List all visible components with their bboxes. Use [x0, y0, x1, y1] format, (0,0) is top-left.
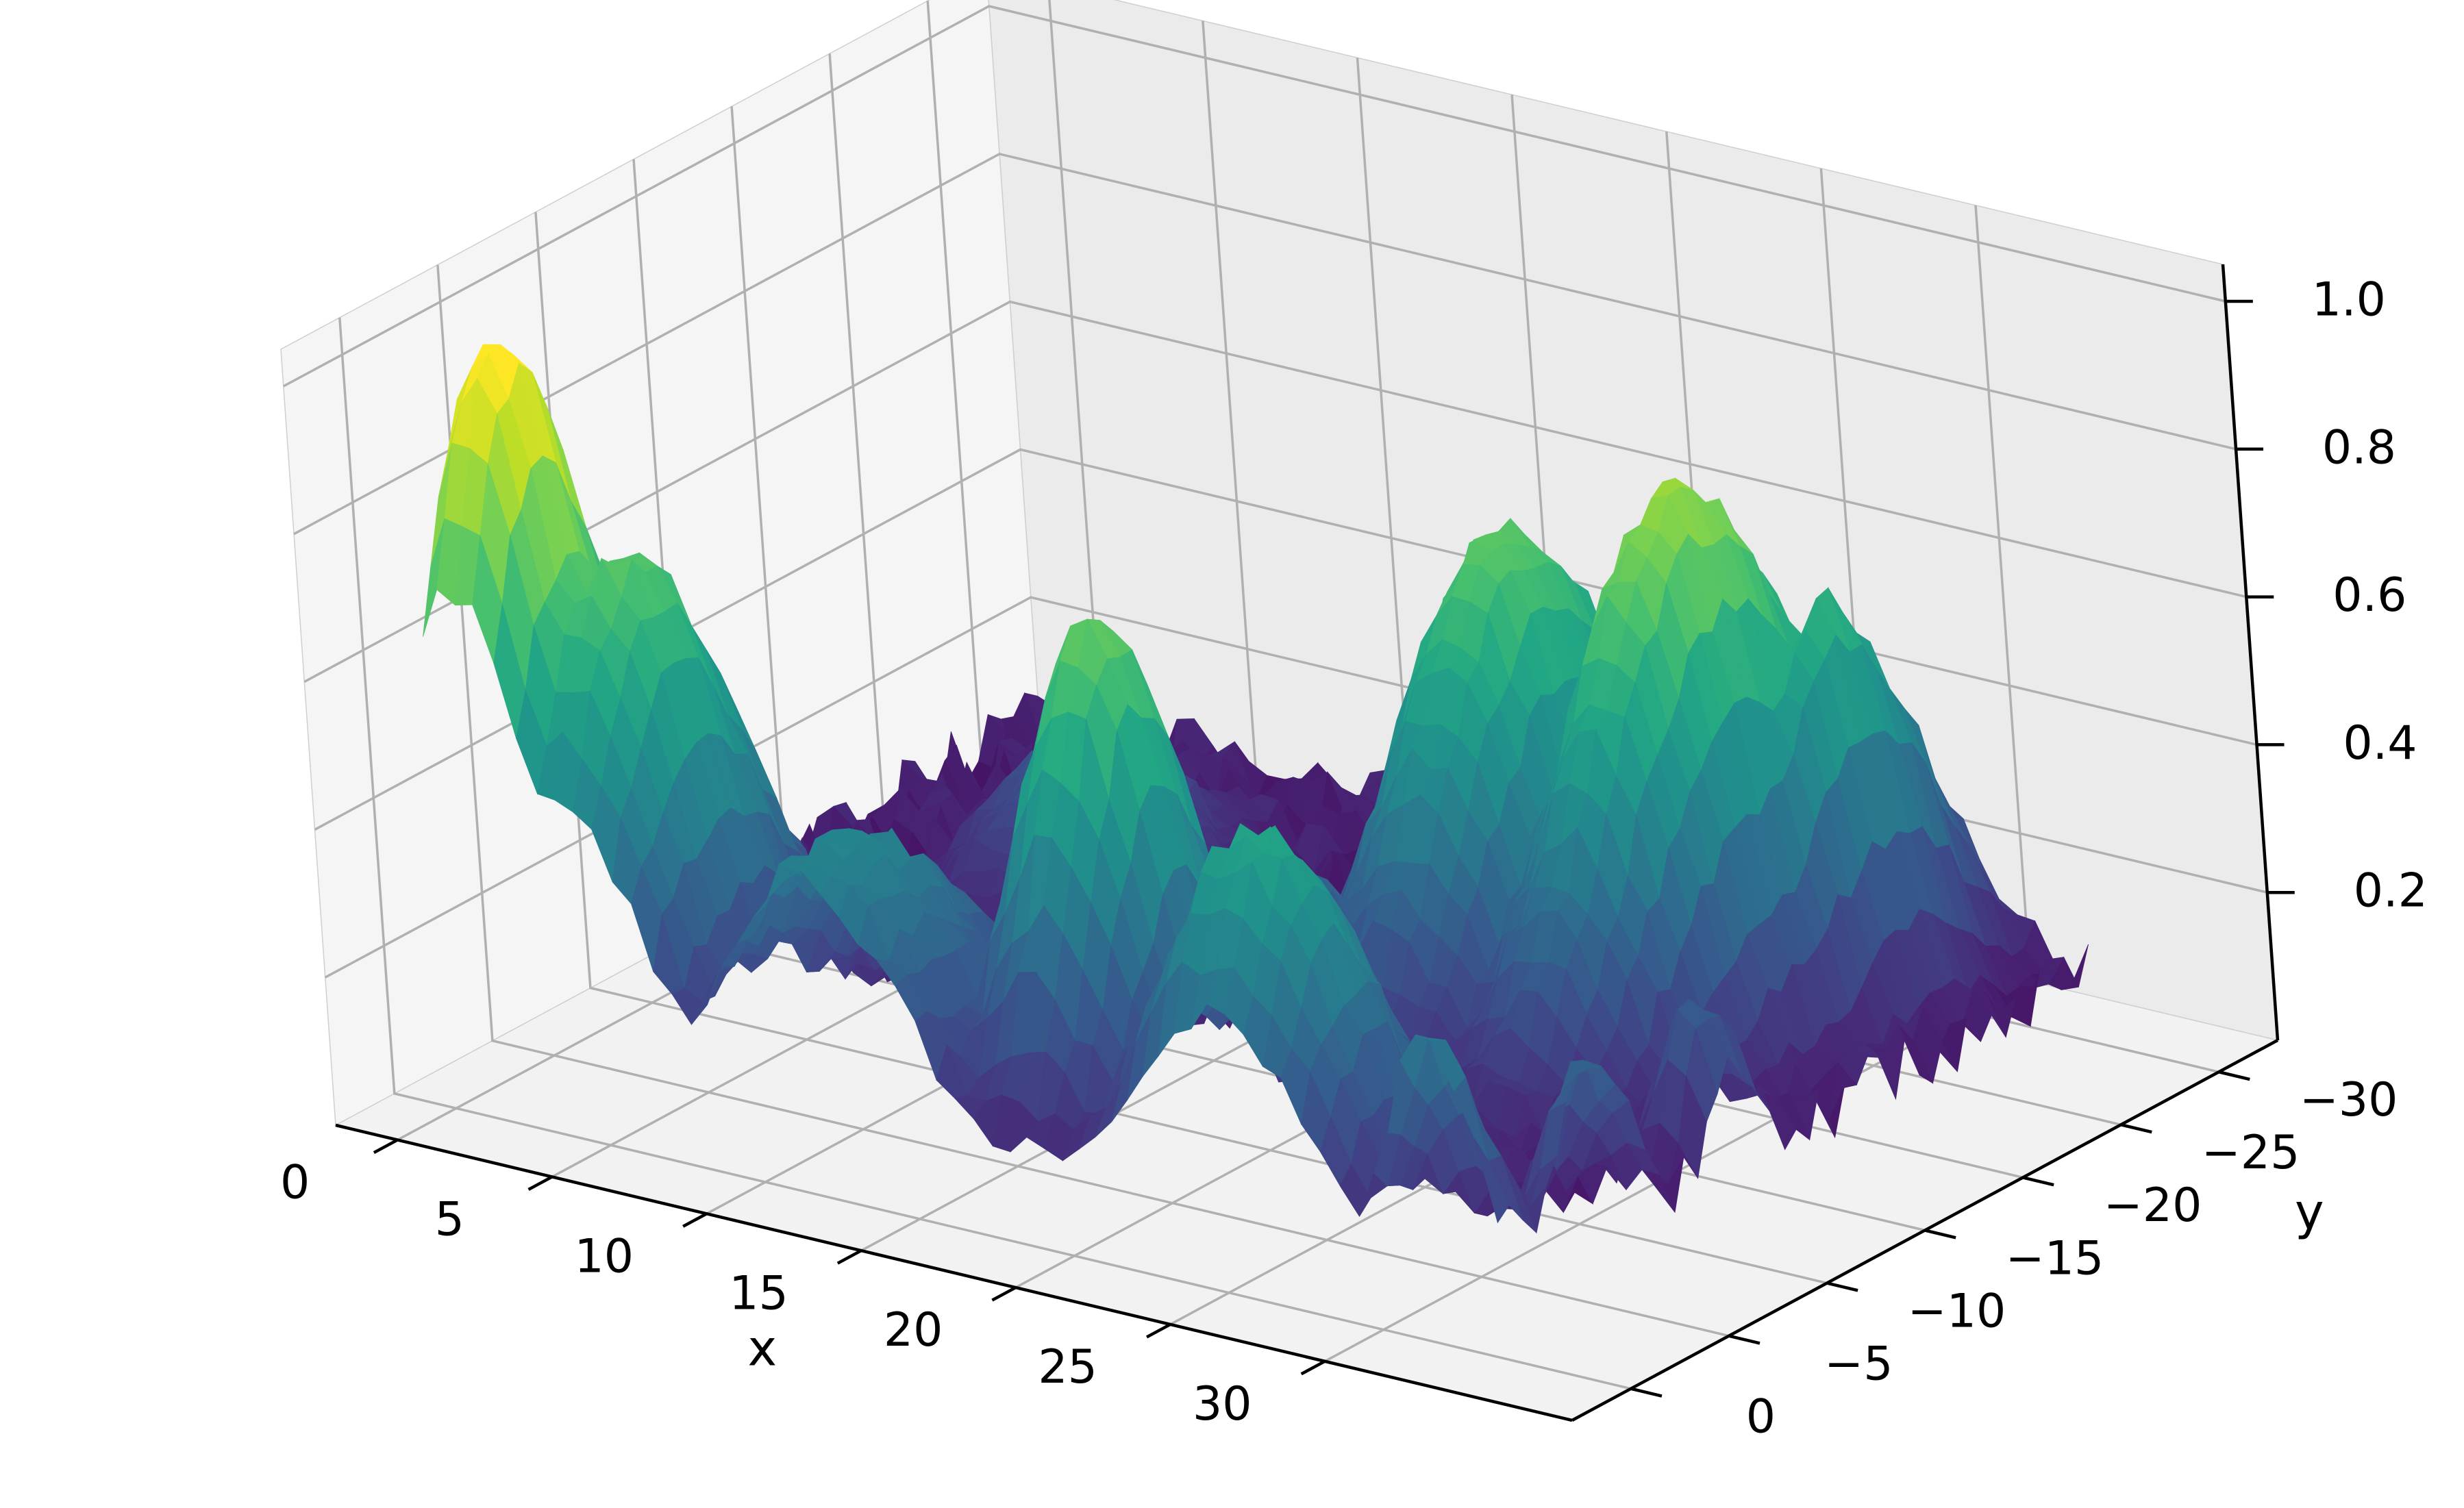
- z-tick-label: 1.0: [2312, 273, 2386, 327]
- x-tick-mark: [991, 1286, 1017, 1302]
- x-tick-label: 5: [435, 1193, 464, 1247]
- x-tick-label: 15: [729, 1266, 788, 1320]
- x-tick-mark: [527, 1175, 553, 1191]
- y-tick-label: −30: [2300, 1073, 2398, 1127]
- y-axis-title: y: [2295, 1183, 2324, 1240]
- tick-labels: 0 5 10 15 20 25 30 0 −5 −10−15−20−25−30 0.2 0.4 0.6 0…: [280, 273, 2428, 1444]
- surface-facet: [1474, 1138, 1510, 1224]
- axes: [335, 264, 2295, 1422]
- x-axis-title: x: [747, 1320, 777, 1377]
- y-tick-mark: [2218, 1070, 2250, 1081]
- z-tick-label: 0.8: [2322, 420, 2396, 475]
- y-tick-mark: [2022, 1176, 2054, 1187]
- y-tick-mark: [1630, 1387, 1663, 1398]
- y-tick-label: −10: [1908, 1284, 2006, 1338]
- x-tick-mark: [1300, 1359, 1326, 1376]
- y-tick-label: −25: [2202, 1126, 2300, 1180]
- y-tick-label: 0: [1746, 1390, 1776, 1444]
- x-tick-mark: [1145, 1322, 1171, 1339]
- x-tick-label: 20: [884, 1303, 943, 1357]
- z-tick-label: 0.2: [2354, 864, 2428, 918]
- x-tick-label: 25: [1038, 1340, 1097, 1394]
- y-tick-mark: [1728, 1334, 1760, 1345]
- x-tick-label: 30: [1193, 1377, 1252, 1431]
- z-tick-label: 0.4: [2343, 716, 2417, 770]
- x-tick-label: 0: [280, 1156, 310, 1210]
- x-axis-line: [335, 1123, 1573, 1422]
- grid-line-z-4: [282, 5, 2226, 388]
- x-tick-mark: [682, 1212, 708, 1228]
- y-tick-label: −20: [2104, 1179, 2202, 1233]
- x-tick-mark: [836, 1249, 862, 1265]
- y-tick-mark: [1826, 1281, 1858, 1292]
- z-tick-label: 0.6: [2332, 568, 2406, 623]
- x-tick-mark: [373, 1138, 399, 1155]
- y-tick-mark: [1924, 1229, 1956, 1240]
- y-tick-label: −15: [2006, 1231, 2104, 1285]
- grid-line-y-0: [338, 317, 1632, 1390]
- surface: [423, 344, 2089, 1234]
- x-tick-label: 10: [575, 1229, 634, 1283]
- y-tick-label: −5: [1824, 1337, 1893, 1391]
- z-axis-line: [2221, 264, 2280, 1041]
- y-tick-mark: [2120, 1123, 2152, 1134]
